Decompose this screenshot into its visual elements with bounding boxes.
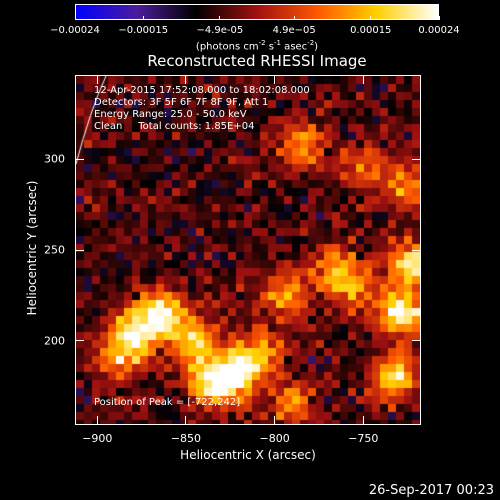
colorbar-tick xyxy=(293,16,295,20)
y-tick-right xyxy=(412,158,420,160)
colorbar-tick xyxy=(370,16,372,20)
x-tick-top xyxy=(362,76,364,84)
x-tick-label: −750 xyxy=(348,432,379,445)
colorbar-tick-label: −4.9e-05 xyxy=(196,25,244,36)
y-tick-right xyxy=(412,249,420,251)
colorbar-tick-label: −0.00024 xyxy=(50,25,100,36)
y-tick-label: 250 xyxy=(44,243,65,257)
x-tick xyxy=(96,416,98,424)
colorbar-tick-label: 4.9e−05 xyxy=(272,25,316,36)
info-clean-counts: Clean Total counts: 1.85E+04 xyxy=(94,121,255,132)
y-tick xyxy=(76,249,84,251)
x-tick-label: −800 xyxy=(259,432,290,445)
x-tick-top xyxy=(185,76,187,84)
colorbar-tick-label: 0.00024 xyxy=(418,25,460,36)
y-tick-label: 300 xyxy=(44,152,65,166)
x-axis-label: Heliocentric X (arcsec) xyxy=(180,448,316,462)
y-tick-right xyxy=(412,340,420,342)
colorbar-tick xyxy=(438,16,440,20)
chart-title: Reconstructed RHESSI Image xyxy=(147,52,367,70)
colorbar-tick xyxy=(219,16,221,20)
colorbar-tick xyxy=(142,16,144,20)
info-energy-range: Energy Range: 25.0 - 50.0 keV xyxy=(94,109,247,120)
y-tick xyxy=(76,158,84,160)
y-axis-label: Heliocentric Y (arcsec) xyxy=(25,180,39,316)
x-tick xyxy=(362,416,364,424)
peak-position-label: Position of Peak = [-722,242] xyxy=(94,397,241,408)
colorbar xyxy=(75,4,439,20)
x-tick xyxy=(185,416,187,424)
info-time-range: 12-Apr-2015 17:52:08.000 to 18:02:08.000 xyxy=(94,85,310,96)
colorbar-unit: (photons cm-2 s-1 asec-2) xyxy=(195,39,319,53)
y-tick xyxy=(76,340,84,342)
colorbar-tick-label: 0.00015 xyxy=(350,25,392,36)
x-tick-label: −900 xyxy=(82,432,113,445)
heatmap-image xyxy=(76,76,420,424)
x-tick-top xyxy=(96,76,98,84)
y-tick-label: 200 xyxy=(44,334,65,348)
datestamp: 26-Sep-2017 00:23 xyxy=(368,483,494,498)
colorbar-tick-label: −0.00015 xyxy=(118,25,169,36)
x-tick xyxy=(274,416,276,424)
x-tick-top xyxy=(274,76,276,84)
plot-frame xyxy=(75,75,421,425)
colorbar-tick xyxy=(74,16,76,20)
info-detectors: Detectors: 3F 5F 6F 7F 8F 9F, Att 1 xyxy=(94,97,269,108)
x-tick-label: −850 xyxy=(170,432,202,445)
